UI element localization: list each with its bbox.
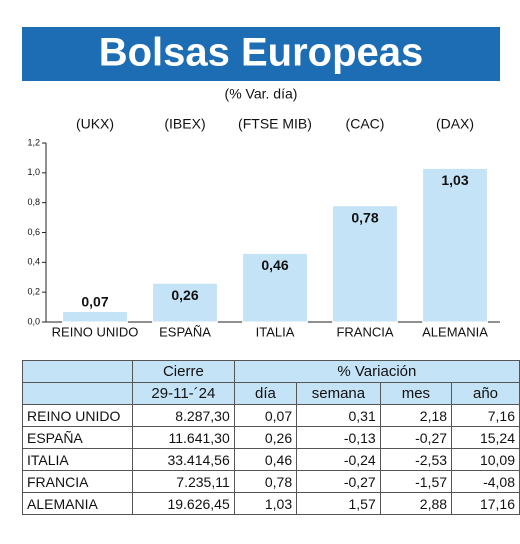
table-cell: 10,09 — [451, 448, 520, 471]
table-cell: -2,53 — [379, 448, 453, 471]
table-cell: semana — [296, 382, 381, 405]
table-row: Cierre% Variación — [21, 360, 520, 383]
table-cell: 0,31 — [296, 404, 381, 427]
table-cell: 11.641,30 — [132, 426, 235, 449]
bar — [332, 205, 398, 323]
table-cell: FRANCIA — [21, 470, 134, 493]
table-cell: 0,78 — [233, 470, 298, 493]
table-cell — [21, 382, 134, 405]
table-cell: -1,57 — [379, 470, 453, 493]
table-cell: Cierre — [132, 360, 235, 383]
x-tick-label: ALEMANIA — [422, 324, 488, 339]
value-label: 0,26 — [171, 287, 198, 303]
y-tick-label: 0,4 — [27, 257, 40, 267]
table-cell: 0,46 — [233, 448, 298, 471]
table-cell: 0,07 — [233, 404, 298, 427]
table-cell: 15,24 — [451, 426, 520, 449]
y-tick-label: 1,0 — [27, 167, 40, 177]
table-cell: -4,08 — [451, 470, 520, 493]
table-cell: día — [233, 382, 298, 405]
bar — [62, 311, 128, 323]
table-row: 29-11-´24 día semana mes año — [21, 382, 520, 405]
y-tick-label: 0,0 — [27, 316, 40, 326]
bar — [242, 252, 308, 323]
ticker-label: (FTSE MIB) — [238, 116, 312, 132]
table-cell: ITALIA — [21, 448, 134, 471]
y-tick-label: 0,2 — [27, 287, 40, 297]
ticker-label: (IBEX) — [164, 116, 205, 132]
y-tick-label: 0,8 — [27, 197, 40, 207]
ticker-label: (UKX) — [76, 116, 114, 132]
table-cell: -0,27 — [296, 470, 381, 493]
table-cell: 29-11-´24 — [132, 382, 235, 405]
table-cell: 19.626,45 — [132, 492, 235, 515]
bar — [422, 167, 488, 323]
value-label: 1,03 — [441, 172, 468, 188]
table-row: FRANCIA 7.235,11 0,78 -0,27 -1,57 -4,08 — [21, 470, 520, 493]
y-tick-label: 1,2 — [27, 137, 40, 147]
table-cell: REINO UNIDO — [21, 404, 134, 427]
bar — [152, 282, 218, 323]
table-row: ESPAÑA 11.641,30 0,26 -0,13 -0,27 15,24 — [21, 426, 520, 449]
table-cell: año — [451, 382, 520, 405]
title-band — [22, 27, 500, 81]
value-label: 0,46 — [261, 257, 288, 273]
table-cell: ALEMANIA — [21, 492, 134, 515]
table-cell: 1,57 — [296, 492, 381, 515]
x-tick-label: FRANCIA — [336, 324, 393, 339]
table-cell: 7,16 — [451, 404, 520, 427]
table-cell — [21, 360, 134, 383]
table-cell: 8.287,30 — [132, 404, 235, 427]
table-cell: % Variación — [233, 360, 520, 383]
table-cell: 33.414,56 — [132, 448, 235, 471]
table-cell: -0,27 — [379, 426, 453, 449]
table-cell: 2,18 — [379, 404, 453, 427]
x-tick-label: ITALIA — [256, 324, 295, 339]
table-row: ITALIA 33.414,56 0,46 -0,24 -2,53 10,09 — [21, 448, 520, 471]
ticker-label: (CAC) — [346, 116, 385, 132]
table-cell: 0,26 — [233, 426, 298, 449]
x-tick-label: ESPAÑA — [159, 324, 211, 339]
x-tick-label: REINO UNIDO — [52, 324, 139, 339]
table-cell: -0,13 — [296, 426, 381, 449]
table-row: REINO UNIDO 8.287,30 0,07 0,31 2,18 7,16 — [21, 404, 520, 427]
table-cell: 2,88 — [379, 492, 453, 515]
ticker-label: (DAX) — [436, 116, 474, 132]
value-label: 0,78 — [351, 209, 378, 225]
y-tick-label: 0,6 — [27, 227, 40, 237]
table-cell: 1,03 — [233, 492, 298, 515]
table-cell: 17,16 — [451, 492, 520, 515]
table-cell: 7.235,11 — [132, 470, 235, 493]
table-row: ALEMANIA 19.626,45 1,03 1,57 2,88 17,16 — [21, 492, 520, 515]
table-cell: mes — [379, 382, 453, 405]
data-table: Cierre% Variación 29-11-´24 día semana mes añ… — [21, 360, 520, 515]
value-label: 0,07 — [81, 293, 108, 309]
chart-title: Bolsas Europeas — [99, 31, 424, 75]
table-cell: -0,24 — [296, 448, 381, 471]
table-cell: ESPAÑA — [21, 426, 134, 449]
chart-subtitle: (% Var. día) — [225, 86, 298, 102]
chart: Bolsas Europeas (% Var. día) 0,0 0,2 0,4 0,… — [22, 27, 500, 339]
